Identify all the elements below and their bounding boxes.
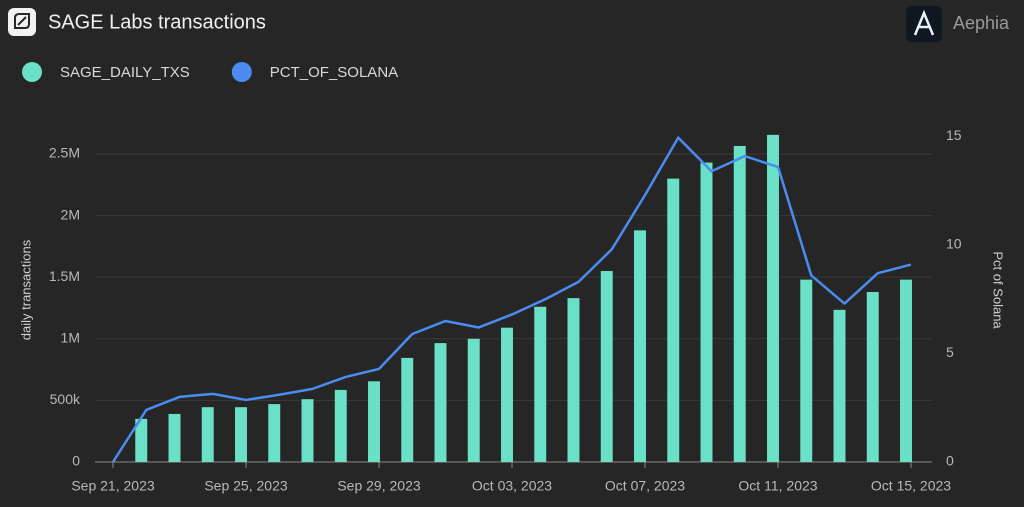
bar xyxy=(135,418,148,462)
y2-tick-label: 10 xyxy=(946,236,962,252)
legend-label: PCT_OF_SOLANA xyxy=(270,64,398,81)
bar xyxy=(301,399,314,462)
bar xyxy=(900,279,912,462)
x-tick-label: Oct 07, 2023 xyxy=(605,478,685,494)
legend-marker xyxy=(231,62,252,82)
bar xyxy=(800,279,813,462)
bar xyxy=(667,178,680,462)
y2-tick-label: 15 xyxy=(946,127,962,143)
bar xyxy=(334,389,347,462)
x-tick-label: Oct 11, 2023 xyxy=(738,478,817,494)
bar xyxy=(567,298,580,462)
brand: Aephia xyxy=(953,13,1010,33)
y-tick-label: 500k xyxy=(50,391,81,407)
y-tick-label: 1M xyxy=(61,329,80,345)
bar xyxy=(833,309,846,462)
bar xyxy=(368,381,380,462)
y-tick-label: 1.5M xyxy=(49,268,80,284)
bar xyxy=(434,343,447,462)
bar xyxy=(268,404,281,462)
legend-marker xyxy=(22,62,42,82)
bar xyxy=(767,134,779,462)
bar xyxy=(700,162,713,462)
y2-tick-label: 0 xyxy=(946,453,954,469)
bar xyxy=(733,145,746,462)
bar xyxy=(467,338,480,462)
y-axis-label: daily transactions xyxy=(18,239,33,340)
bar xyxy=(534,306,547,462)
bar xyxy=(501,327,513,462)
x-tick-label: Oct 15, 2023 xyxy=(871,478,951,494)
bar xyxy=(866,291,879,462)
y-tick-label: 0 xyxy=(72,453,80,469)
chart-title: SAGE Labs transactions xyxy=(48,11,266,33)
x-tick-label: Sep 21, 2023 xyxy=(71,478,155,494)
bar xyxy=(168,413,181,462)
x-tick-label: Sep 29, 2023 xyxy=(337,478,421,494)
line xyxy=(111,136,912,463)
x-tick-label: Oct 03, 2023 xyxy=(472,478,552,494)
y-tick-label: 2M xyxy=(61,206,80,222)
brand-glyph xyxy=(913,9,935,36)
y2-axis-label: Pct of Solana xyxy=(991,251,1006,329)
y2-tick-label: 5 xyxy=(946,344,954,360)
logo-glyph xyxy=(14,13,30,29)
bar xyxy=(600,271,613,462)
y-tick-label: 2.5M xyxy=(49,145,80,161)
x-tick-label: Sep 25, 2023 xyxy=(204,478,288,494)
legend-label: SAGE_DAILY_TXS xyxy=(60,64,190,81)
bar xyxy=(634,230,646,462)
bar xyxy=(235,407,247,462)
bar xyxy=(401,357,414,462)
bar xyxy=(201,407,214,462)
